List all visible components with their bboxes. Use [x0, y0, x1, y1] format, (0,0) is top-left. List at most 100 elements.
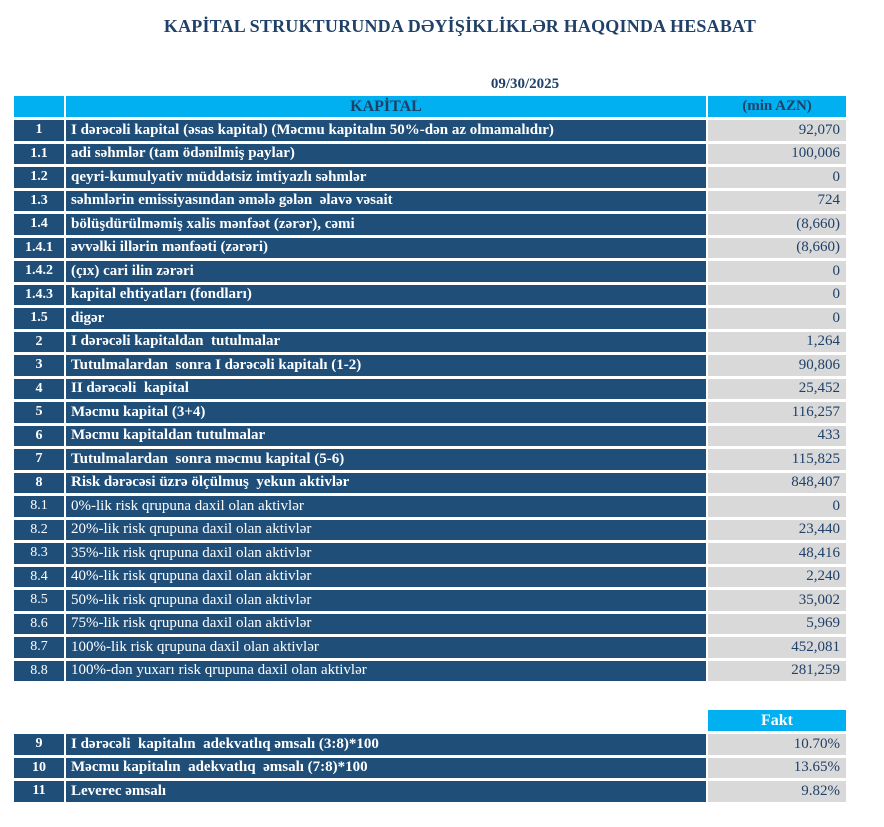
- table-row: 7 Tutulmalardan sonra məcmu kapital (5-6)…: [14, 449, 846, 470]
- row-label: 40%-lik risk qrupuna daxil olan aktivlər: [66, 566, 706, 587]
- row-number: 1.4.3: [14, 284, 64, 305]
- row-value: 10.70%: [708, 734, 846, 755]
- table-row: 8.6 75%-lik risk qrupuna daxil olan aktiv…: [14, 613, 846, 634]
- table-row: 1.1 adi səhmlər (tam ödənilmiş paylar) 100…: [14, 143, 846, 164]
- row-label: Leverec əmsalı: [66, 781, 706, 802]
- row-label: I dərəcəli kapital (əsas kapital) (Məcmu…: [66, 120, 706, 141]
- row-value: 92,070: [708, 120, 846, 141]
- row-label: bölüşdürülməmiş xalis mənfəət (zərər), c…: [66, 214, 706, 235]
- row-number: 1.4.2: [14, 261, 64, 282]
- row-label: 100%-lik risk qrupuna daxil olan aktivlə…: [66, 637, 706, 658]
- row-value: 452,081: [708, 637, 846, 658]
- report-date: 09/30/2025: [490, 76, 560, 92]
- row-value: 35,002: [708, 590, 846, 611]
- row-label: II dərəcəli kapital: [66, 378, 706, 399]
- row-value: 23,440: [708, 519, 846, 540]
- row-label: 35%-lik risk qrupuna daxil olan aktivlər: [66, 543, 706, 564]
- row-number: 8.7: [14, 637, 64, 658]
- table-row: 8 Risk dərəcəsi üzrə ölçülmuş yekun aktiv…: [14, 472, 846, 493]
- table-row: 8.1 0%-lik risk qrupuna daxil olan aktivl…: [14, 496, 846, 517]
- row-label: I dərəcəli kapitalın adekvatlıq əmsalı (…: [66, 734, 706, 755]
- ratio-table-header-row: Fakt: [14, 710, 846, 731]
- table-row: 8.7 100%-lik risk qrupuna daxil olan akti…: [14, 637, 846, 658]
- row-label: əvvəlki illərin mənfəəti (zərəri): [66, 237, 706, 258]
- row-number: 8.6: [14, 613, 64, 634]
- row-value: (8,660): [708, 237, 846, 258]
- capital-table-header-unit: (min AZN): [708, 96, 846, 117]
- row-number: 9: [14, 734, 64, 755]
- table-row: 1.5 digər 0: [14, 308, 846, 329]
- row-value: 433: [708, 425, 846, 446]
- row-label: 50%-lik risk qrupuna daxil olan aktivlər: [66, 590, 706, 611]
- row-label: digər: [66, 308, 706, 329]
- row-label: 100%-dən yuxarı risk qrupuna daxil olan …: [66, 660, 706, 681]
- row-value: 0: [708, 284, 846, 305]
- row-label: səhmlərin emissiyasından əmələ gələn əla…: [66, 190, 706, 211]
- table-row: 4 II dərəcəli kapital 25,452: [14, 378, 846, 399]
- row-label: Risk dərəcəsi üzrə ölçülmuş yekun aktivl…: [66, 472, 706, 493]
- row-value: 0: [708, 496, 846, 517]
- row-label: 75%-lik risk qrupuna daxil olan aktivlər: [66, 613, 706, 634]
- row-number: 4: [14, 378, 64, 399]
- row-number: 10: [14, 757, 64, 778]
- table-row: 8.8 100%-dən yuxarı risk qrupuna daxil ol…: [14, 660, 846, 681]
- row-value: 25,452: [708, 378, 846, 399]
- table-row: 6 Məcmu kapitaldan tutulmalar 433: [14, 425, 846, 446]
- row-value: 100,006: [708, 143, 846, 164]
- row-number: 8.5: [14, 590, 64, 611]
- row-number: 1: [14, 120, 64, 141]
- row-value: 724: [708, 190, 846, 211]
- row-number: 8: [14, 472, 64, 493]
- row-number: 6: [14, 425, 64, 446]
- row-number: 1.1: [14, 143, 64, 164]
- capital-table-header-row: KAPİTAL (min AZN): [14, 96, 846, 117]
- row-number: 8.4: [14, 566, 64, 587]
- table-row: 1.4.3 kapital ehtiyatları (fondları) 0: [14, 284, 846, 305]
- row-number: 7: [14, 449, 64, 470]
- row-value: 48,416: [708, 543, 846, 564]
- table-row: 1.4 bölüşdürülməmiş xalis mənfəət (zərər)…: [14, 214, 846, 235]
- row-number: 11: [14, 781, 64, 802]
- row-number: 5: [14, 402, 64, 423]
- row-label: Tutulmalardan sonra məcmu kapital (5-6): [66, 449, 706, 470]
- table-row: 1.2 qeyri-kumulyativ müddətsiz imtiyazlı …: [14, 167, 846, 188]
- ratio-header-fakt: Fakt: [708, 710, 846, 731]
- row-value: 848,407: [708, 472, 846, 493]
- table-row: 1.4.1 əvvəlki illərin mənfəəti (zərəri) (8…: [14, 237, 846, 258]
- row-value: 90,806: [708, 355, 846, 376]
- table-row: 10 Məcmu kapitalın adekvatlıq əmsalı (7:8…: [14, 757, 846, 778]
- row-value: 0: [708, 167, 846, 188]
- row-value: 0: [708, 308, 846, 329]
- row-value: 0: [708, 261, 846, 282]
- row-value: 281,259: [708, 660, 846, 681]
- table-row: 8.3 35%-lik risk qrupuna daxil olan aktiv…: [14, 543, 846, 564]
- row-label: qeyri-kumulyativ müddətsiz imtiyazlı səh…: [66, 167, 706, 188]
- row-label: 20%-lik risk qrupuna daxil olan aktivlər: [66, 519, 706, 540]
- row-number: 1.3: [14, 190, 64, 211]
- table-row: 8.2 20%-lik risk qrupuna daxil olan aktiv…: [14, 519, 846, 540]
- row-label: Məcmu kapitalın adekvatlıq əmsalı (7:8)*…: [66, 757, 706, 778]
- row-number: 8.3: [14, 543, 64, 564]
- row-label: adi səhmlər (tam ödənilmiş paylar): [66, 143, 706, 164]
- row-number: 1.2: [14, 167, 64, 188]
- row-number: 1.5: [14, 308, 64, 329]
- row-value: (8,660): [708, 214, 846, 235]
- row-label: Tutulmalardan sonra I dərəcəli kapitalı …: [66, 355, 706, 376]
- row-number: 1.4.1: [14, 237, 64, 258]
- row-number: 8.2: [14, 519, 64, 540]
- table-row: 5 Məcmu kapital (3+4) 116,257: [14, 402, 846, 423]
- row-label: 0%-lik risk qrupuna daxil olan aktivlər: [66, 496, 706, 517]
- report-title: KAPİTAL STRUKTURUNDA DƏYİŞİKLİKLƏR HAQQI…: [163, 16, 757, 36]
- ratio-header-spacer-label: [66, 710, 706, 731]
- row-value: 1,264: [708, 331, 846, 352]
- row-number: 8.8: [14, 660, 64, 681]
- row-value: 9.82%: [708, 781, 846, 802]
- row-value: 2,240: [708, 566, 846, 587]
- row-number: 3: [14, 355, 64, 376]
- table-row: 3 Tutulmalardan sonra I dərəcəli kapitalı…: [14, 355, 846, 376]
